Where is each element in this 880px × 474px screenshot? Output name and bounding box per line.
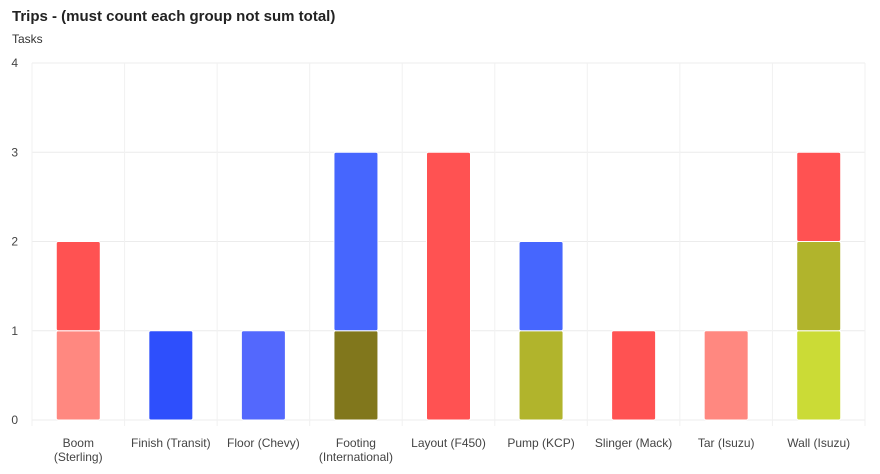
bar-segment[interactable] bbox=[333, 151, 379, 332]
bar-segment[interactable] bbox=[796, 151, 842, 242]
bar-segment[interactable] bbox=[703, 330, 749, 421]
bar-segment[interactable] bbox=[518, 330, 564, 421]
chart-subtitle: Tasks bbox=[12, 32, 43, 46]
x-tick-label: Layout (F450) bbox=[411, 436, 486, 450]
chart-title: Trips - (must count each group not sum t… bbox=[12, 8, 336, 25]
y-tick-label: 3 bbox=[11, 145, 18, 159]
label-layer: 0 1 2 3 4 Boom(Sterling) Finish (Transit) Floor… bbox=[11, 56, 850, 464]
x-tick-label: Floor (Chevy) bbox=[227, 436, 300, 450]
bar-segment[interactable] bbox=[55, 241, 101, 332]
bar-segment[interactable] bbox=[796, 241, 842, 332]
x-tick-label: Finish (Transit) bbox=[131, 436, 211, 450]
bar-segment[interactable] bbox=[333, 330, 379, 421]
x-tick-label: Slinger (Mack) bbox=[595, 436, 672, 450]
bar-segment[interactable] bbox=[55, 330, 101, 421]
bar-segment[interactable] bbox=[518, 241, 564, 332]
y-tick-label: 2 bbox=[11, 235, 18, 249]
x-tick-label: Pump (KCP) bbox=[507, 436, 574, 450]
y-tick-label: 4 bbox=[11, 56, 18, 70]
bar-segment[interactable] bbox=[148, 330, 194, 421]
bar-layer bbox=[55, 151, 842, 421]
x-tick-label: (Sterling) bbox=[54, 450, 103, 464]
x-tick-label: Tar (Isuzu) bbox=[698, 436, 755, 450]
x-tick-label: Boom bbox=[63, 436, 94, 450]
bar-segment[interactable] bbox=[611, 330, 657, 421]
bar-segment[interactable] bbox=[240, 330, 286, 421]
y-tick-label: 0 bbox=[11, 413, 18, 427]
x-tick-label: (International) bbox=[319, 450, 393, 464]
bar-segment[interactable] bbox=[426, 151, 471, 421]
bar-segment[interactable] bbox=[796, 330, 842, 421]
y-tick-label: 1 bbox=[11, 324, 18, 338]
x-tick-label: Wall (Isuzu) bbox=[787, 436, 850, 450]
x-tick-label: Footing bbox=[336, 436, 376, 450]
